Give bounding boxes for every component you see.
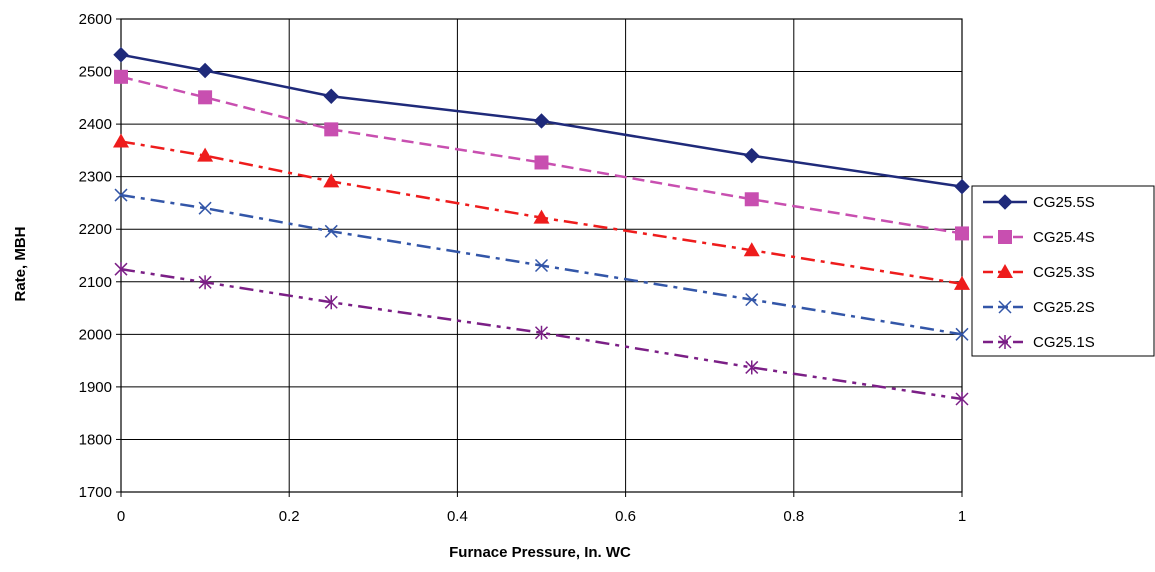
y-axis-title: Rate, MBH (12, 226, 29, 301)
y-tick-label: 2200 (79, 221, 112, 238)
data-point (534, 258, 549, 273)
legend-marker (998, 335, 1012, 349)
x-tick-label: 0.2 (279, 508, 300, 525)
data-point (533, 209, 550, 224)
legend-label: CG25.1S (1033, 334, 1095, 351)
x-tick-label: 0.6 (615, 508, 636, 525)
data-point (955, 226, 969, 241)
data-point (323, 88, 339, 104)
grid (116, 18, 963, 497)
y-tick-label: 2000 (79, 326, 112, 343)
series-line (120, 53, 963, 188)
data-point (114, 69, 128, 84)
data-point (324, 295, 338, 310)
legend-item: CG25.4S (983, 229, 1095, 246)
data-point (744, 192, 759, 207)
data-point (745, 360, 759, 375)
series-CG25.4S (114, 69, 969, 241)
series-CG25.1S (114, 262, 969, 406)
data-point (955, 327, 969, 341)
data-point (113, 133, 129, 148)
series-CG25.2S (114, 188, 969, 341)
data-point (198, 275, 212, 290)
y-tick-label: 1800 (79, 431, 112, 448)
data-point (745, 293, 759, 307)
legend-items: CG25.5S CG25.4S CG25.3S CG25.2S CG25.1S (983, 194, 1095, 351)
data-point (113, 47, 129, 63)
x-tick-label: 0.4 (447, 508, 468, 525)
series-line (120, 75, 963, 235)
series-line (120, 193, 963, 336)
y-tick-label: 2100 (79, 274, 112, 291)
x-tick-label: 1 (958, 508, 966, 525)
y-tick-label: 2400 (79, 116, 112, 133)
legend-marker (998, 230, 1012, 244)
y-tick-label: 2600 (79, 11, 112, 28)
data-point (324, 122, 339, 137)
legend-item: CG25.5S (983, 194, 1095, 211)
legend-label: CG25.2S (1033, 299, 1095, 316)
series-CG25.3S (113, 133, 970, 290)
plot-area-border (120, 18, 963, 493)
data-point (324, 224, 338, 238)
legend-label: CG25.5S (1033, 194, 1095, 211)
y-tick-label: 2300 (79, 169, 112, 186)
legend-item: CG25.1S (983, 334, 1095, 351)
legend-label: CG25.3S (1033, 264, 1095, 281)
tick-labels: 1700 1800 1900 2000 2100 2200 2300 2400 2500 2600… (79, 11, 967, 525)
data-point (743, 242, 760, 257)
legend-item: CG25.2S (983, 299, 1095, 316)
legend-marker (997, 264, 1013, 278)
data-point (954, 275, 970, 290)
series-line (120, 140, 963, 286)
data-point (197, 62, 213, 79)
data-point (533, 113, 550, 129)
data-point (323, 173, 340, 188)
legend-label: CG25.4S (1033, 229, 1095, 246)
data-point (197, 147, 214, 162)
data-point (955, 391, 969, 406)
series-line (120, 267, 963, 401)
series-CG25.5S (113, 47, 970, 195)
y-tick-label: 2500 (79, 64, 112, 81)
data-point (198, 90, 213, 105)
data-point (534, 155, 549, 170)
legend-marker (998, 300, 1012, 314)
series-group (113, 47, 970, 406)
x-tick-label: 0 (117, 508, 125, 525)
x-tick-label: 0.8 (783, 508, 804, 525)
data-point (198, 201, 212, 215)
y-tick-label: 1700 (79, 484, 112, 501)
data-point (954, 178, 970, 195)
data-point (114, 262, 128, 277)
legend-marker (997, 194, 1013, 210)
data-point (114, 188, 128, 202)
y-tick-label: 1900 (79, 379, 112, 396)
legend: CG25.5S CG25.4S CG25.3S CG25.2S CG25.1S (971, 185, 1155, 357)
data-point (744, 147, 760, 164)
data-point (534, 325, 549, 340)
legend-item: CG25.3S (983, 264, 1095, 281)
x-axis-title: Furnace Pressure, In. WC (449, 544, 631, 561)
